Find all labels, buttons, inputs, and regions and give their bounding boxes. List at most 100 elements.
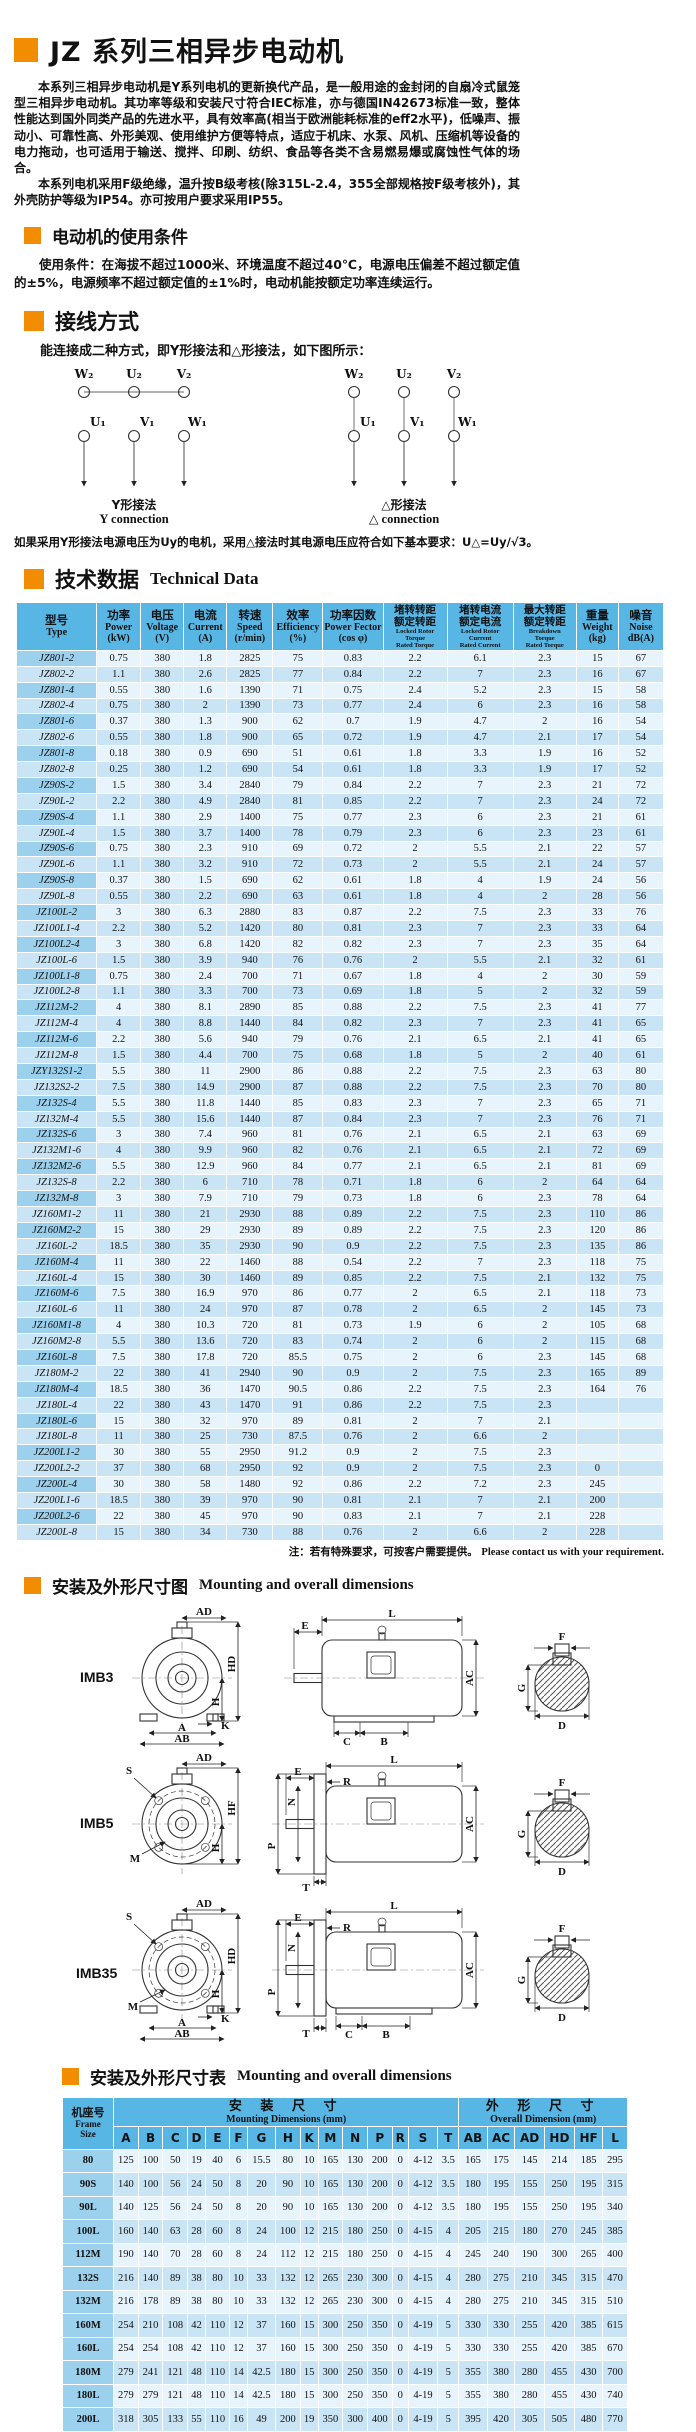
tech-row: JZ132S2-2 7.5 380 14.9 2900 87 0.88 2.2 7.5 2.3 70… <box>15 1078 665 1096</box>
dim-cell: 0 <box>391 2407 409 2432</box>
tech-cell: 89 <box>617 1364 665 1382</box>
dim-cell: 10 <box>299 2148 319 2174</box>
dim-cell: 0 <box>391 2383 409 2409</box>
tech-row: JZ160M-4 11 380 22 1460 88 0.54 2.2 7 2.3 118 75 <box>15 1253 665 1271</box>
dim-cell: 350 <box>366 2360 393 2385</box>
tech-cell: 72 <box>272 856 324 874</box>
dim-cell: 670 <box>602 2336 628 2362</box>
dim-cell: 160 <box>113 2219 139 2244</box>
tech-cell: 2 <box>382 840 448 858</box>
tech-cell: 2.6 <box>183 665 228 683</box>
page-title-row: JZ 系列三相异步电动机 <box>14 30 686 69</box>
tech-cell: 0.72 <box>322 729 384 747</box>
tech-cell: 2 <box>382 1301 448 1319</box>
dim-cell: 430 <box>574 2360 604 2385</box>
tech-row: JZ132M-8 3 380 7.9 710 79 0.73 1.8 6 2.3 78 64 <box>15 1190 665 1207</box>
dim-row: 90L 140 125 56 24 50 8 20 90 10 165 130 200 0 4-12 3.5 1… <box>62 2195 628 2221</box>
tech-cell: 2.3 <box>512 665 577 683</box>
dim-cell: 5 <box>437 2383 460 2409</box>
tech-cell: 2.1 <box>382 1031 448 1049</box>
tech-cell: 6.1 <box>446 649 514 667</box>
dim-cell: 56 <box>162 2195 189 2221</box>
imb5-drawing: IMB5 S M AD HF H <box>80 1752 590 1894</box>
tech-cell: 380 <box>140 1190 185 1207</box>
tech-cell: 0.73 <box>322 1190 384 1207</box>
dim-cell: 3.5 <box>437 2195 460 2221</box>
dim-cell: 121 <box>162 2383 189 2409</box>
tech-cell: 79 <box>272 1190 324 1207</box>
tech-cell: 70 <box>575 1078 619 1096</box>
dim-cell: 4-15 <box>407 2242 439 2268</box>
tech-cell-type: JZ801-2 <box>15 649 98 667</box>
tech-cell-type: JZ132M-8 <box>15 1190 98 1207</box>
tech-cell: 2.1 <box>382 1126 448 1144</box>
tech-cell: 380 <box>140 1285 185 1303</box>
dim-cell: 80 <box>204 2266 231 2291</box>
tech-cell: 2.3 <box>512 935 577 953</box>
dim-cell: 0 <box>391 2195 409 2221</box>
tech-cell <box>617 1396 665 1414</box>
mounting-dims-group: 安 装 尺 寸 Mounting Dimensions (mm) <box>112 2096 460 2127</box>
tech-cell: 15 <box>96 1412 142 1430</box>
tech-row: JZ112M-6 2.2 380 5.6 940 79 0.76 2.1 6.5 2.1 41 65 <box>15 1031 665 1049</box>
tech-cell: 64 <box>617 1190 665 1207</box>
tech-cell: 2 <box>512 888 577 906</box>
dim-label-B: B <box>380 1736 388 1748</box>
dim-label-C: C <box>345 2029 353 2041</box>
tech-cell: 7.5 <box>446 1062 514 1080</box>
tech-cell: 0.81 <box>322 919 384 937</box>
dim-cell: 615 <box>602 2313 628 2338</box>
dim-cell: 165 <box>317 2195 344 2221</box>
dim-label-S: S <box>126 1911 132 1923</box>
imb35-drawing: IMB35 S M AD HD <box>76 1898 590 2042</box>
tech-cell: 5.6 <box>183 1031 228 1049</box>
dim-cell: 24 <box>246 2219 277 2244</box>
tech-cell: 730 <box>226 1428 274 1446</box>
dim-label-P: P <box>266 1842 278 1849</box>
tech-cell: 7.5 <box>446 999 514 1017</box>
tech-cell: 3 <box>96 1190 142 1207</box>
tech-row: JZ100L1-4 2.2 380 5.2 1420 80 0.81 2.3 7 2.3 33 64 <box>15 919 665 937</box>
tech-cell: 75 <box>272 649 324 667</box>
tech-cell: 15 <box>575 649 619 667</box>
tech-cell: 0.9 <box>322 1460 384 1478</box>
dim-col-HF: HF <box>574 2125 604 2150</box>
tech-table-body: JZ801-2 0.75 380 1.8 2825 75 0.83 2.2 6.1 2.3 15 67… <box>15 649 665 1541</box>
tech-note-cn: 注：若有特殊要求，可按客户需要提供。 <box>288 1545 478 1558</box>
tech-cell-type: JZ132S-6 <box>15 1126 98 1144</box>
tech-cell: 2.2 <box>382 665 448 683</box>
dim-cell: 42.5 <box>246 2360 277 2385</box>
dim-cell: 15.5 <box>246 2148 277 2174</box>
tech-cell: 32 <box>575 983 619 1001</box>
dim-cell: 89 <box>162 2289 189 2315</box>
tech-cell: 900 <box>226 713 274 731</box>
tech-cell: 380 <box>140 904 185 921</box>
tech-cell: 79 <box>272 776 324 794</box>
tech-cell: 2.3 <box>512 1476 577 1494</box>
tech-cell: 380 <box>140 1221 185 1239</box>
tech-cell: 24 <box>575 872 619 890</box>
tech-cell-type: JZY132S1-2 <box>15 1062 98 1080</box>
tech-cell: 37 <box>96 1460 142 1478</box>
tech-cell-type: JZ112M-4 <box>15 1015 98 1033</box>
dim-cell: 10 <box>299 2172 319 2197</box>
tech-row: JZ160M2-8 5.5 380 13.6 720 83 0.74 2 6 2 115 68 <box>15 1333 665 1351</box>
tech-cell: 2 <box>512 967 577 985</box>
tech-cell: 0.84 <box>322 776 384 794</box>
tech-cell: 0.73 <box>322 856 384 874</box>
tech-cell: 6 <box>446 1349 514 1366</box>
dim-cell: 108 <box>162 2336 189 2362</box>
tech-cell: 730 <box>226 1523 274 1541</box>
tech-cell: 2890 <box>226 999 274 1017</box>
tech-cell: 65 <box>617 1015 665 1033</box>
dim-cell: 250 <box>342 2313 368 2338</box>
dim-cell: 112 <box>275 2242 301 2268</box>
frame-size-cell: 160M <box>62 2313 114 2338</box>
tech-cell: 72 <box>617 776 665 794</box>
tech-cell: 2.3 <box>512 1349 577 1366</box>
dim-col-P: P <box>366 2125 393 2150</box>
dim-cell: 8 <box>229 2195 248 2221</box>
tech-cell: 80 <box>617 1062 665 1080</box>
tech-cell: 0.18 <box>96 745 142 763</box>
tech-cell: 2.3 <box>512 681 577 699</box>
